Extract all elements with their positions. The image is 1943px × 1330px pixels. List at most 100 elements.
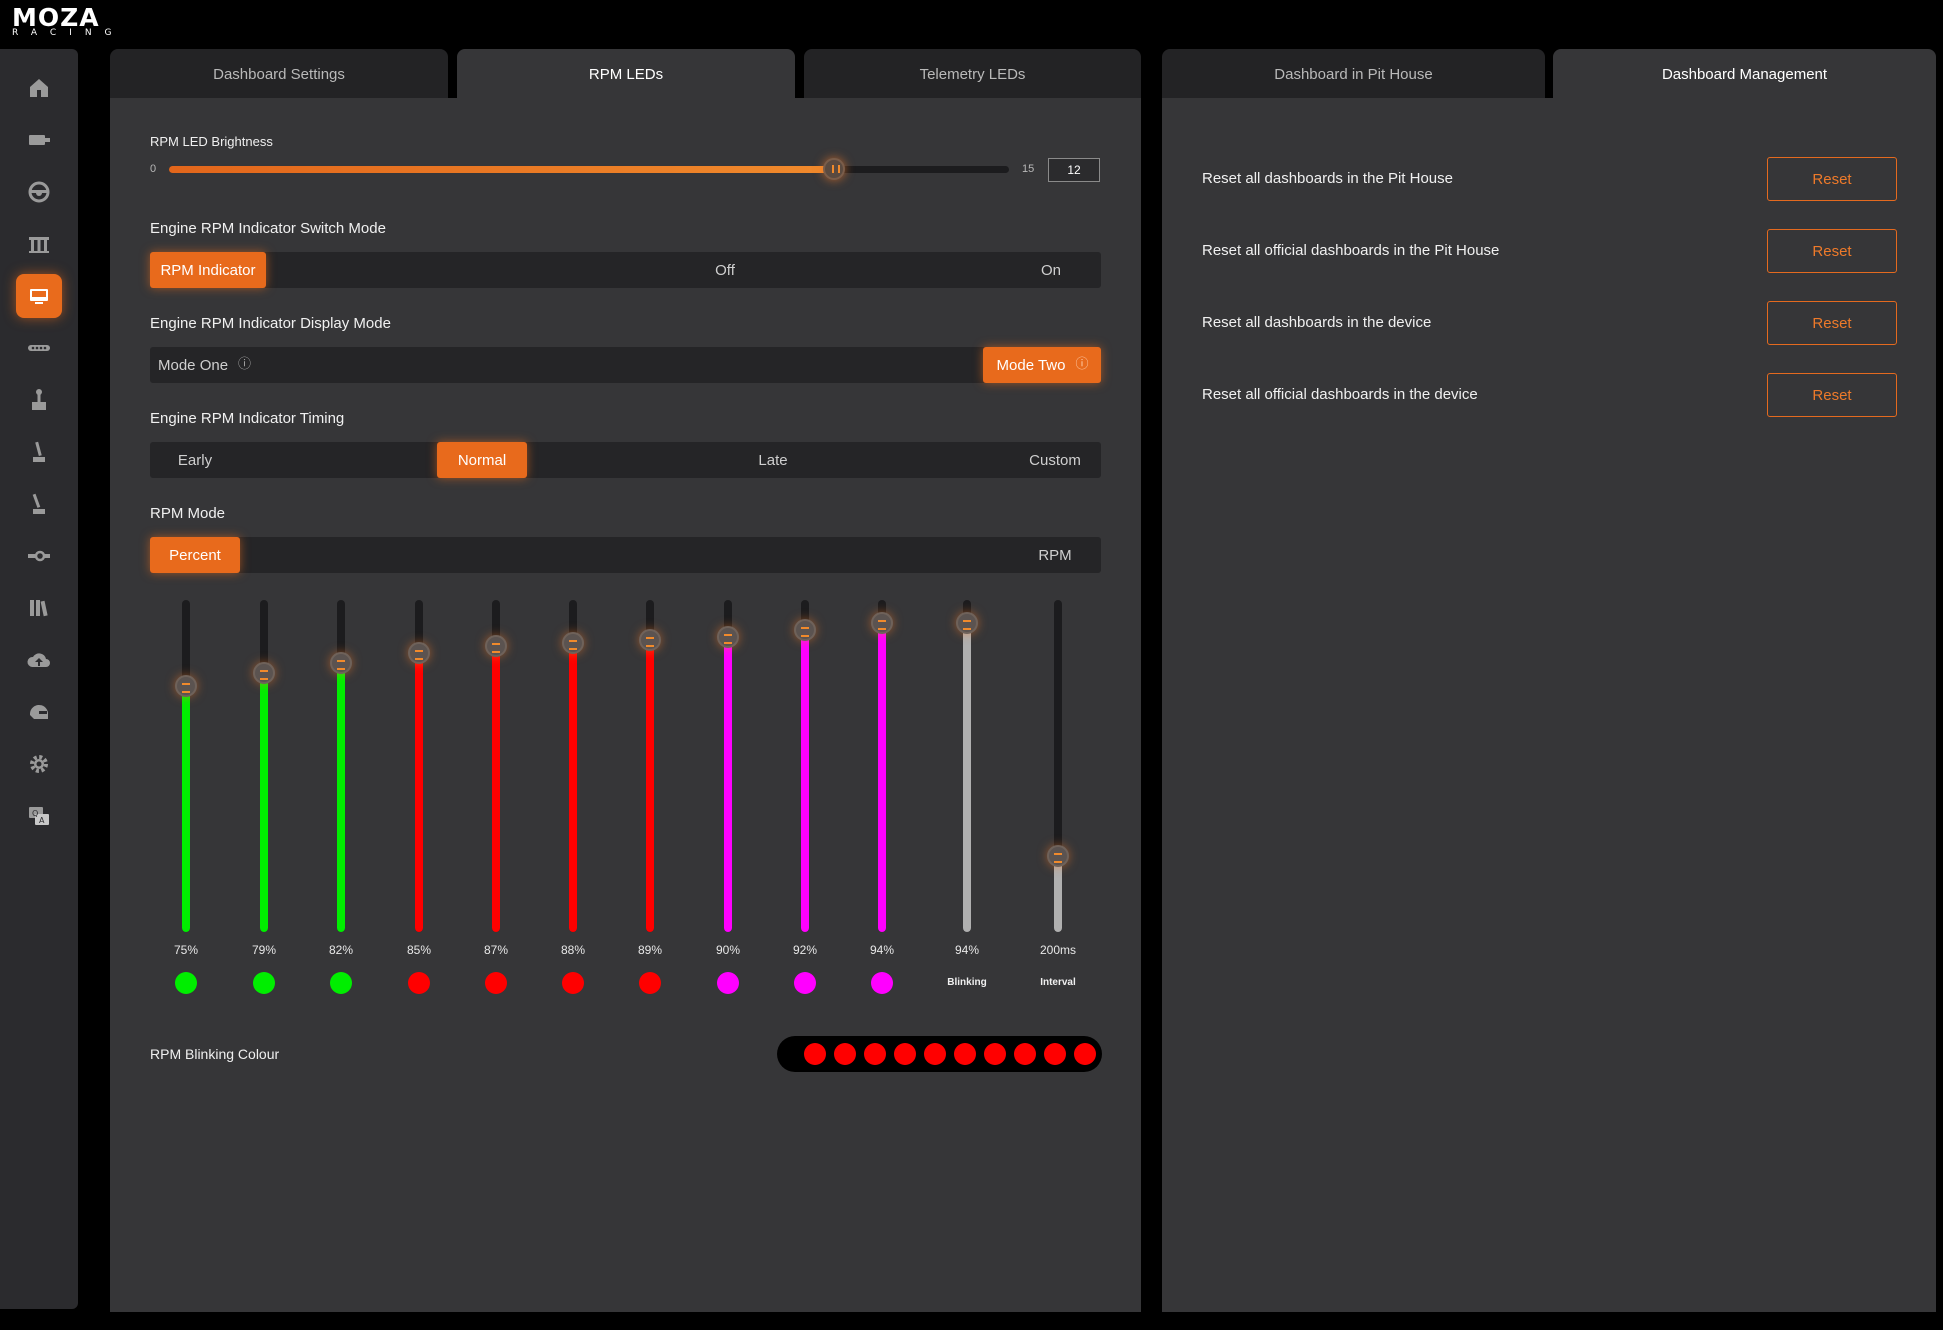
led-colour-swatch[interactable] [562,972,584,994]
sidebar-item-settings[interactable] [16,742,62,786]
tab-telemetry-leds[interactable]: Telemetry LEDs [804,49,1141,99]
led-colour-swatch[interactable] [253,972,275,994]
sidebar-item-dashboard[interactable] [16,274,62,318]
sidebar-item-library[interactable] [16,586,62,630]
info-icon[interactable]: ⓘ [1075,356,1089,371]
display-mode-one[interactable]: Mode One ⓘ [158,347,268,383]
slider-handle[interactable] [408,642,430,664]
led-colour-swatch[interactable] [871,972,893,994]
rpm-mode-percent[interactable]: Percent [150,537,240,573]
blink-colour-dot[interactable] [864,1043,886,1065]
reset-row-label: Reset all official dashboards in the Pit… [1202,242,1500,259]
sidebar-item-wheelbase[interactable] [16,118,62,162]
tab-dashboard-in-pit-house[interactable]: Dashboard in Pit House [1162,49,1545,99]
brightness-slider-handle[interactable] [823,158,845,180]
pedals-icon [29,237,49,253]
blink-colour-dot[interactable] [984,1043,1006,1065]
sidebar-item-sequential-shifter[interactable] [16,482,62,526]
blink-colour-dot[interactable] [1044,1043,1066,1065]
slider-value-label: 79% [251,943,277,957]
display-mode-two-label: Mode Two [996,356,1066,374]
timing-label: Engine RPM Indicator Timing [150,410,345,427]
slider-handle[interactable] [794,619,816,641]
slider-track[interactable] [1054,600,1062,932]
slider-value-label: 82% [328,943,354,957]
slider-handle[interactable] [1047,845,1069,867]
sidebar-item-home[interactable] [16,66,62,110]
slider-fill [878,623,886,932]
led-colour-swatch[interactable] [408,972,430,994]
slider-handle[interactable] [253,662,275,684]
sidebar-item-cloud[interactable] [16,638,62,682]
sidebar-item-shifter[interactable] [16,378,62,422]
slider-value-label: 87% [483,943,509,957]
brightness-max-label: 15 [1022,163,1035,175]
interval-caption: Interval [1040,977,1076,988]
slider-handle[interactable] [717,626,739,648]
slider-handle[interactable] [562,632,584,654]
led-colour-swatch[interactable] [485,972,507,994]
switch-mode-rpm-indicator[interactable]: RPM Indicator [150,252,266,288]
timing-normal[interactable]: Normal [437,442,527,478]
steering-wheel-icon [28,181,50,203]
tab-dashboard-settings[interactable]: Dashboard Settings [110,49,448,99]
reset-button[interactable]: Reset [1767,229,1897,273]
shift-lights-icon [28,345,50,351]
blink-colour-dot[interactable] [834,1043,856,1065]
tab-dashboard-management[interactable]: Dashboard Management [1553,49,1936,99]
display-mode-one-label: Mode One [158,356,229,374]
blink-colour-dot[interactable] [804,1043,826,1065]
led-colour-swatch[interactable] [639,972,661,994]
switch-mode-off[interactable]: Off [715,261,735,279]
led-colour-swatch[interactable] [794,972,816,994]
reset-button[interactable]: Reset [1767,373,1897,417]
slider-handle[interactable] [956,612,978,634]
blink-colour-dot[interactable] [1014,1043,1036,1065]
slider-handle[interactable] [330,652,352,674]
timing-late[interactable]: Late [758,451,788,469]
rpm-mode-rpm[interactable]: RPM [1038,546,1072,564]
reset-button[interactable]: Reset [1767,157,1897,201]
slider-handle[interactable] [639,629,661,651]
blink-colour-dot[interactable] [924,1043,946,1065]
blink-colour-bar[interactable] [777,1036,1102,1072]
slider-fill [569,643,577,932]
led-colour-swatch[interactable] [717,972,739,994]
switch-mode-on[interactable]: On [1040,261,1061,279]
timing-custom[interactable]: Custom [1029,451,1081,469]
slider-handle[interactable] [871,612,893,634]
blink-colour-dot[interactable] [1074,1043,1096,1065]
tab-rpm-leds[interactable]: RPM LEDs [457,49,795,99]
slider-value-label: 90% [715,943,741,957]
handbrake-icon [33,441,45,462]
slider-fill [415,653,423,932]
sidebar-item-hub[interactable] [16,534,62,578]
blink-colour-dot[interactable] [894,1043,916,1065]
timing-early[interactable]: Early [177,451,213,469]
moza-racing-logo: MOZA RACING [12,5,134,38]
info-icon[interactable]: ⓘ [238,356,252,371]
blink-colour-dot[interactable] [954,1043,976,1065]
brightness-value-input[interactable]: 12 [1048,158,1100,182]
slider-handle[interactable] [485,635,507,657]
sidebar-item-shift-lights[interactable] [16,326,62,370]
reset-button[interactable]: Reset [1767,301,1897,345]
reset-row-label: Reset all dashboards in the Pit House [1202,170,1453,187]
library-icon [30,600,48,617]
slider-handle[interactable] [175,675,197,697]
led-colour-swatch[interactable] [330,972,352,994]
led-colour-swatch[interactable] [175,972,197,994]
sidebar-item-pedals[interactable] [16,222,62,266]
display-mode-two[interactable]: Mode Two ⓘ [983,347,1101,383]
display-mode-label: Engine RPM Indicator Display Mode [150,315,391,332]
slider-fill [724,637,732,932]
sidebar-item-handbrake[interactable] [16,430,62,474]
helmet-icon [29,704,48,719]
brightness-slider-fill [169,166,834,173]
slider-value-label: 85% [406,943,432,957]
sidebar-item-steering-wheel[interactable] [16,170,62,214]
timing-control: Early Normal Late Custom [150,442,1101,478]
sidebar-item-profile[interactable] [16,690,62,734]
